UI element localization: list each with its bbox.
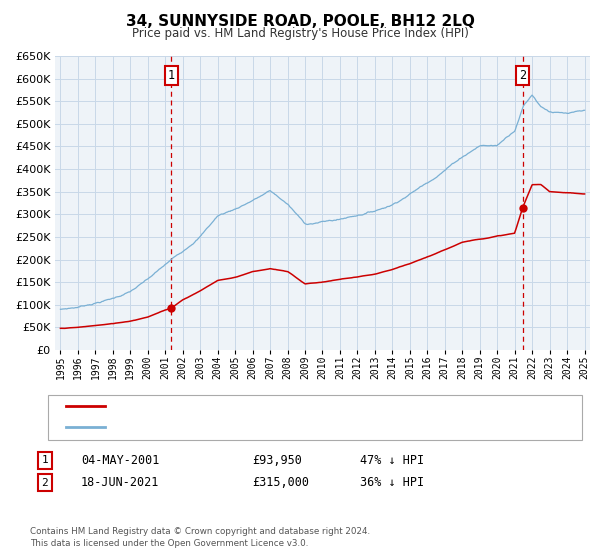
Text: This data is licensed under the Open Government Licence v3.0.: This data is licensed under the Open Gov… — [30, 539, 308, 548]
Text: HPI: Average price, detached house, Bournemouth Christchurch and Poole: HPI: Average price, detached house, Bour… — [114, 422, 520, 432]
Text: £315,000: £315,000 — [252, 476, 309, 489]
Text: 34, SUNNYSIDE ROAD, POOLE, BH12 2LQ (detached house): 34, SUNNYSIDE ROAD, POOLE, BH12 2LQ (det… — [114, 401, 439, 411]
Text: 47% ↓ HPI: 47% ↓ HPI — [360, 454, 424, 467]
Text: 1: 1 — [41, 455, 49, 465]
Text: 34, SUNNYSIDE ROAD, POOLE, BH12 2LQ: 34, SUNNYSIDE ROAD, POOLE, BH12 2LQ — [125, 14, 475, 29]
Text: Price paid vs. HM Land Registry's House Price Index (HPI): Price paid vs. HM Land Registry's House … — [131, 27, 469, 40]
Text: 1: 1 — [168, 69, 175, 82]
Text: 2: 2 — [519, 69, 526, 82]
Text: 18-JUN-2021: 18-JUN-2021 — [81, 476, 160, 489]
Text: 36% ↓ HPI: 36% ↓ HPI — [360, 476, 424, 489]
Text: 04-MAY-2001: 04-MAY-2001 — [81, 454, 160, 467]
Text: Contains HM Land Registry data © Crown copyright and database right 2024.: Contains HM Land Registry data © Crown c… — [30, 527, 370, 536]
Text: 2: 2 — [41, 478, 49, 488]
Text: £93,950: £93,950 — [252, 454, 302, 467]
